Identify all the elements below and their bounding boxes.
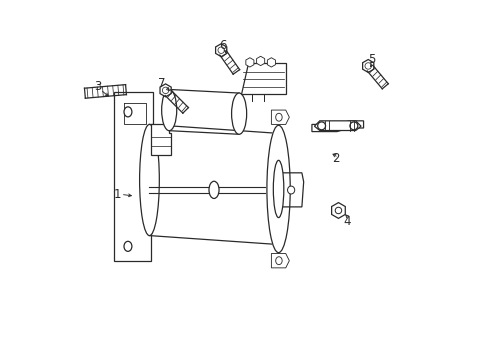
Text: 6: 6	[219, 39, 226, 52]
Ellipse shape	[335, 207, 341, 214]
Text: 2: 2	[331, 152, 339, 165]
Polygon shape	[215, 44, 226, 57]
Ellipse shape	[139, 125, 159, 235]
Ellipse shape	[265, 125, 290, 253]
Polygon shape	[151, 125, 171, 155]
Polygon shape	[160, 84, 171, 97]
Polygon shape	[362, 59, 373, 72]
Polygon shape	[314, 121, 360, 131]
Text: 3: 3	[94, 80, 101, 93]
Text: 5: 5	[367, 53, 375, 66]
Ellipse shape	[208, 181, 219, 198]
Polygon shape	[331, 203, 345, 219]
Polygon shape	[278, 173, 303, 207]
Ellipse shape	[162, 89, 176, 131]
Ellipse shape	[287, 186, 294, 194]
Polygon shape	[271, 110, 289, 125]
Ellipse shape	[349, 122, 357, 130]
Polygon shape	[241, 63, 285, 94]
Text: 1: 1	[113, 188, 121, 201]
Text: 7: 7	[158, 77, 165, 90]
Polygon shape	[245, 58, 253, 67]
Ellipse shape	[275, 257, 282, 265]
Ellipse shape	[124, 241, 132, 251]
Text: 4: 4	[342, 215, 350, 228]
Polygon shape	[256, 56, 264, 66]
Ellipse shape	[317, 122, 325, 130]
Ellipse shape	[124, 107, 132, 117]
Ellipse shape	[231, 93, 246, 134]
Polygon shape	[311, 121, 363, 132]
Polygon shape	[271, 253, 289, 268]
Polygon shape	[267, 58, 275, 67]
Polygon shape	[113, 92, 153, 261]
Ellipse shape	[273, 160, 283, 217]
Ellipse shape	[275, 113, 282, 121]
